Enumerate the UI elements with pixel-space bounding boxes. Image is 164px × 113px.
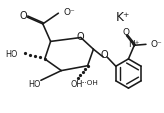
Text: O⁻: O⁻ <box>151 40 163 48</box>
Text: O: O <box>20 11 27 21</box>
Text: O⁻: O⁻ <box>63 8 75 17</box>
Text: K⁺: K⁺ <box>115 11 130 23</box>
Text: HO: HO <box>5 49 18 58</box>
Text: N⁺: N⁺ <box>129 40 140 48</box>
Text: O: O <box>122 28 129 37</box>
Text: O: O <box>77 31 85 41</box>
Text: OH: OH <box>71 79 83 88</box>
Text: HO: HO <box>28 79 40 88</box>
Text: ⋅⋅⋅OH: ⋅⋅⋅OH <box>80 80 98 86</box>
Text: O: O <box>100 50 108 60</box>
